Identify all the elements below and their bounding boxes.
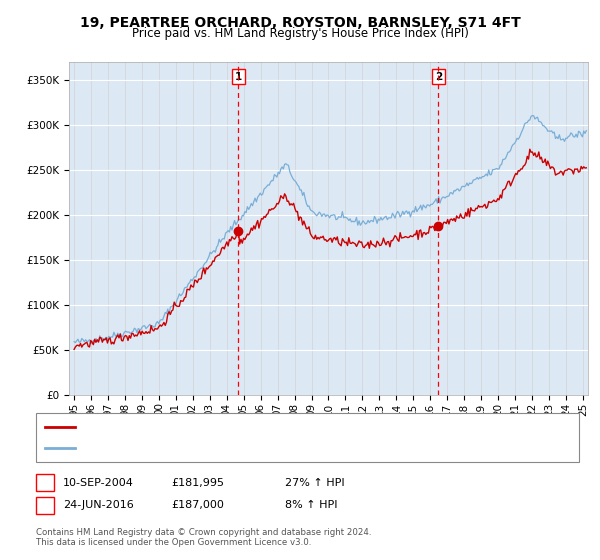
Text: 27% ↑ HPI: 27% ↑ HPI xyxy=(285,478,344,488)
Text: 1: 1 xyxy=(235,72,242,82)
Text: 19, PEARTREE ORCHARD, ROYSTON, BARNSLEY, S71 4FT: 19, PEARTREE ORCHARD, ROYSTON, BARNSLEY,… xyxy=(80,16,520,30)
Text: £187,000: £187,000 xyxy=(171,500,224,510)
Text: £181,995: £181,995 xyxy=(171,478,224,488)
Text: Contains HM Land Registry data © Crown copyright and database right 2024.
This d: Contains HM Land Registry data © Crown c… xyxy=(36,528,371,547)
Text: Price paid vs. HM Land Registry's House Price Index (HPI): Price paid vs. HM Land Registry's House … xyxy=(131,27,469,40)
Text: 2: 2 xyxy=(435,72,442,82)
Text: 19, PEARTREE ORCHARD, ROYSTON, BARNSLEY, S71 4FT (detached house): 19, PEARTREE ORCHARD, ROYSTON, BARNSLEY,… xyxy=(81,422,447,432)
Text: 1: 1 xyxy=(41,478,49,488)
Text: 24-JUN-2016: 24-JUN-2016 xyxy=(63,500,134,510)
Text: 2: 2 xyxy=(41,500,49,510)
Text: 10-SEP-2004: 10-SEP-2004 xyxy=(63,478,134,488)
Text: HPI: Average price, detached house, Barnsley: HPI: Average price, detached house, Barn… xyxy=(81,443,304,453)
Text: 8% ↑ HPI: 8% ↑ HPI xyxy=(285,500,337,510)
